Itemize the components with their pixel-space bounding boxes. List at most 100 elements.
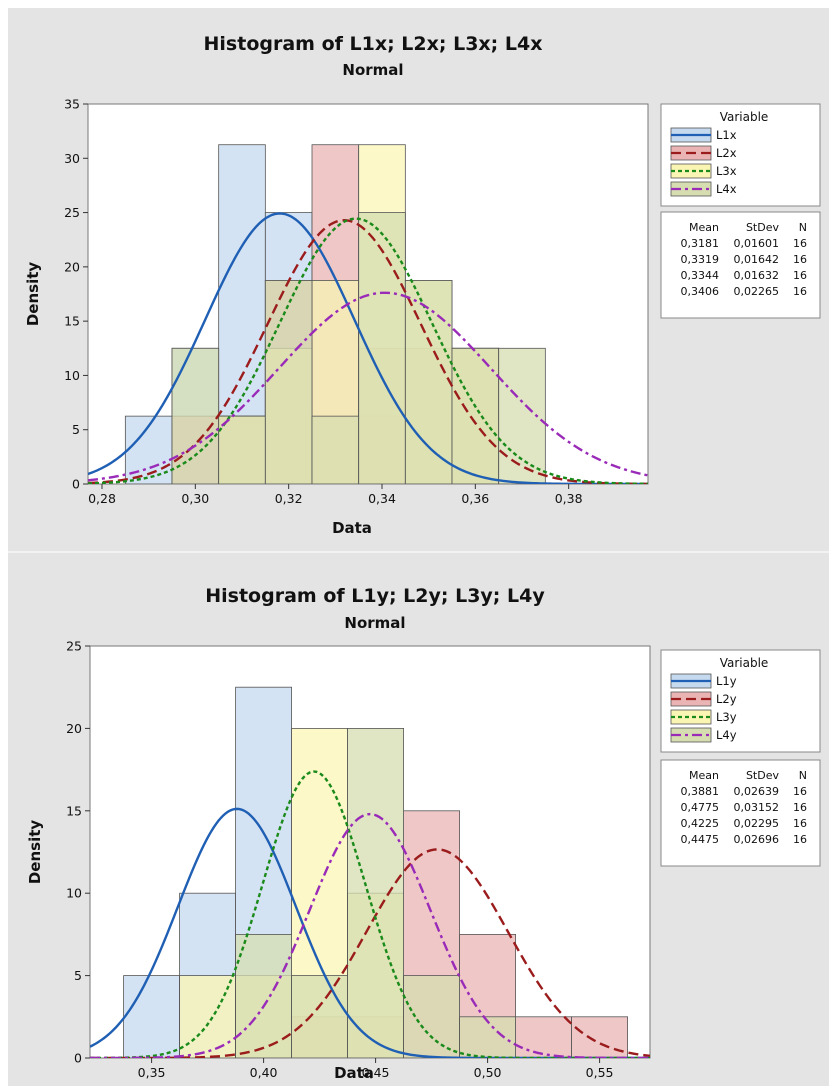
stats-cell: 16 — [793, 785, 807, 798]
chart-2: Histogram of L1y; L2y; L3y; L4y Normal 0 5 1… — [26, 585, 821, 1082]
stats-cell: 0,4225 — [681, 817, 720, 830]
legend-label-l1x: L1x — [716, 128, 737, 142]
legend-label-l4x: L4x — [716, 182, 737, 196]
stats-cell: 0,02696 — [734, 833, 780, 846]
stats-table-box — [660, 211, 821, 319]
y-tick-label: 25 — [64, 205, 80, 220]
legend-swatch-l3y — [670, 709, 712, 725]
legend-label-l2y: L2y — [716, 692, 737, 706]
bar-l4x-5 — [358, 212, 406, 484]
bar-l4x-2 — [218, 415, 266, 484]
stats-cell: 0,02639 — [734, 785, 780, 798]
y-tick-label: 5 — [72, 422, 80, 437]
bar-l2y-5 — [515, 1016, 572, 1058]
stats-cell: 16 — [793, 833, 807, 846]
x-tick-label: 0,50 — [474, 1065, 502, 1080]
legend-title: Variable — [720, 110, 769, 124]
stats-cell: 16 — [793, 269, 807, 282]
y-axis-label: Density — [26, 820, 44, 885]
stats-cell: 0,01601 — [734, 237, 780, 250]
stats-cell: 16 — [793, 237, 807, 250]
y-tick-label: 20 — [64, 259, 80, 274]
y-tick-label: 0 — [74, 1051, 82, 1066]
y-tick-label: 35 — [64, 97, 80, 112]
y-tick-label: 15 — [64, 314, 80, 329]
stats-cell: 16 — [793, 285, 807, 298]
bar-l4x-6 — [404, 280, 453, 484]
curve-l4x — [88, 291, 648, 482]
curve-l1x — [88, 212, 648, 484]
stats-cell: 16 — [793, 253, 807, 266]
stats-cell: 0,01632 — [734, 269, 780, 282]
stats-header: Mean — [689, 221, 719, 234]
stats-table-box — [660, 759, 821, 867]
legend-title: Variable — [720, 656, 769, 670]
stats-cell: 0,3881 — [681, 785, 720, 798]
stats-cell: 0,02265 — [734, 285, 780, 298]
curve-l1y — [90, 807, 650, 1058]
legend-label-l3y: L3y — [716, 710, 737, 724]
bars-group — [88, 144, 648, 484]
x-tick-label: 0,40 — [250, 1065, 278, 1080]
x-tick-label: 0,30 — [181, 491, 209, 506]
bar-l2y-6 — [571, 1016, 628, 1058]
stats-header: Mean — [689, 769, 719, 782]
y-tick-label: 0 — [72, 477, 80, 492]
bar-l4x-1 — [171, 347, 220, 484]
bar-l1y-1 — [123, 975, 180, 1058]
chart-subtitle: Normal — [342, 61, 403, 79]
chart-subtitle: Normal — [344, 614, 405, 632]
stats-header: StDev — [746, 769, 780, 782]
stats-cell: 0,4475 — [681, 833, 720, 846]
y-tick-label: 10 — [64, 368, 80, 383]
bar-l4x-7 — [451, 347, 500, 484]
y-tick-label: 15 — [66, 803, 82, 818]
y-axis-label: Density — [24, 262, 42, 327]
y-tick-label: 10 — [66, 886, 82, 901]
stats-header: N — [799, 769, 807, 782]
x-tick-label: 0,28 — [88, 491, 116, 506]
x-tick-label: 0,34 — [368, 491, 396, 506]
stats-cell: 0,02295 — [734, 817, 780, 830]
panel-divider — [8, 551, 829, 553]
stats-cell: 0,4775 — [681, 801, 720, 814]
chart-title: Histogram of L1x; L2x; L3x; L4x — [204, 33, 543, 55]
y-tick-label: 30 — [64, 151, 80, 166]
legend-label-l2x: L2x — [716, 146, 737, 160]
stats-cell: 0,3319 — [681, 253, 720, 266]
chart-1: Histogram of L1x; L2x; L3x; L4x Normal 0 5 1… — [24, 33, 821, 537]
bar-l4y-5 — [459, 1016, 517, 1058]
x-tick-label: 0,35 — [138, 1065, 166, 1080]
bar-l4y-2 — [291, 975, 349, 1058]
y-tick-label: 20 — [66, 721, 82, 736]
legend-label-l1y: L1y — [716, 674, 737, 688]
chart-title: Histogram of L1y; L2y; L3y; L4y — [205, 585, 545, 607]
bar-l4y-4 — [403, 975, 461, 1058]
bar-l4x-8 — [498, 347, 546, 484]
curve-l2y — [90, 848, 650, 1058]
stats-cell: 16 — [793, 817, 807, 830]
legend-label-l3x: L3x — [716, 164, 737, 178]
bar-l4y-3 — [347, 728, 405, 1058]
stats-cell: 0,3344 — [681, 269, 720, 282]
x-tick-label: 0,38 — [555, 491, 583, 506]
curve-l4y — [90, 812, 650, 1058]
x-axis-label: Data — [332, 519, 372, 537]
stats-cell: 0,3406 — [681, 285, 720, 298]
x-tick-label: 0,36 — [461, 491, 489, 506]
legend-swatch-l3x — [670, 163, 712, 179]
legend-label-l4y: L4y — [716, 728, 737, 742]
bars-group — [90, 686, 650, 1058]
x-axis-label: Data — [334, 1064, 374, 1082]
y-tick-label: 25 — [66, 639, 82, 654]
stats-cell: 0,03152 — [734, 801, 780, 814]
curve-l3y — [90, 770, 650, 1058]
stats-cell: 0,01642 — [734, 253, 780, 266]
x-tick-label: 0,32 — [275, 491, 303, 506]
y-tick-label: 5 — [74, 968, 82, 983]
bar-l4y-1 — [235, 934, 293, 1058]
x-tick-label: 0,45 — [362, 1065, 390, 1080]
bar-l4x-3 — [264, 280, 313, 484]
bar-l4x-4 — [311, 415, 360, 484]
